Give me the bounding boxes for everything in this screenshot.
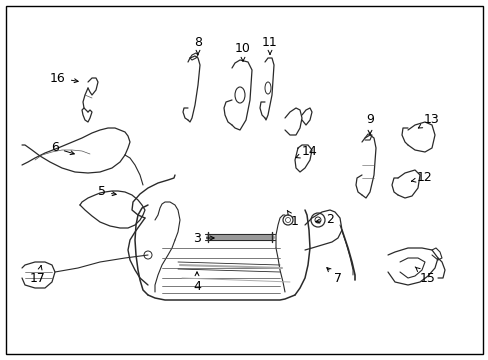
Text: 17: 17 [30, 266, 46, 284]
Text: 4: 4 [193, 272, 201, 292]
Text: 12: 12 [410, 171, 432, 184]
Text: 8: 8 [194, 36, 202, 54]
Text: 9: 9 [366, 113, 373, 134]
Text: 16: 16 [50, 72, 78, 85]
Text: 5: 5 [98, 185, 116, 198]
Text: 3: 3 [193, 231, 214, 244]
Text: 15: 15 [414, 267, 435, 284]
Text: 2: 2 [315, 213, 333, 226]
Text: 6: 6 [51, 141, 74, 154]
Text: 1: 1 [286, 210, 298, 229]
Text: 10: 10 [235, 41, 250, 61]
Text: 13: 13 [417, 113, 439, 128]
Text: 14: 14 [295, 145, 317, 158]
Text: 11: 11 [262, 36, 277, 54]
Text: 7: 7 [326, 267, 341, 284]
